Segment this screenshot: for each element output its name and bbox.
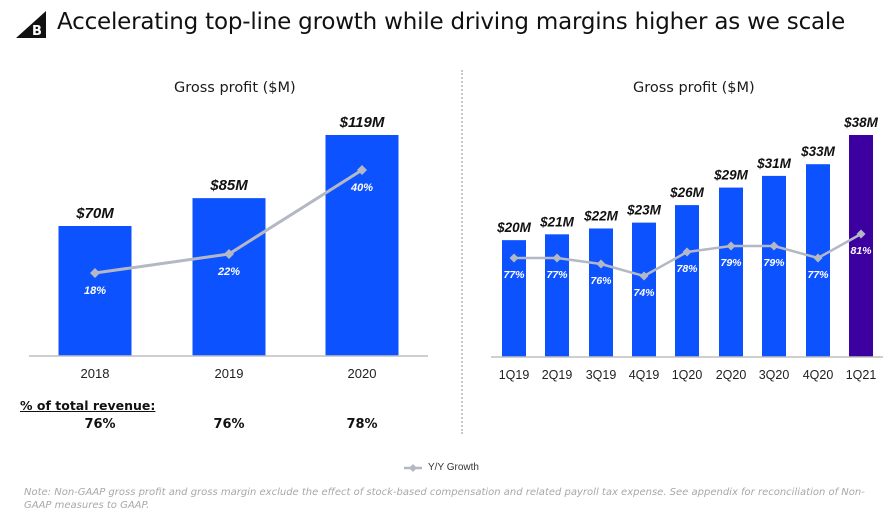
quarterly-bar-1Q20 [675,205,699,357]
quarterly-growth-label-1Q20: 78% [676,263,698,275]
quarterly-category-label-2Q19: 2Q19 [542,368,573,382]
quarterly-growth-label-1Q19: 77% [503,269,525,281]
quarterly-growth-label-4Q19: 74% [633,287,655,299]
annual-growth-label-2019: 22% [217,266,240,278]
quarterly-category-label-1Q19: 1Q19 [499,368,530,382]
quarterly-category-label-3Q19: 3Q19 [586,368,617,382]
quarterly-growth-label-2Q19: 77% [546,269,568,281]
quarterly-growth-marker-2Q19 [552,253,562,263]
annual-growth-label-2020: 40% [350,182,373,194]
right-chart-title: Gross profit ($M) [633,80,755,96]
left-chart-title: Gross profit ($M) [174,80,296,96]
page-title: Accelerating top-line growth while drivi… [57,9,846,35]
annual-growth-label-2018: 18% [84,285,106,297]
quarterly-growth-marker-2Q20 [726,241,736,251]
quarterly-bar-1Q21 [849,135,873,357]
quarterly-growth-marker-1Q20 [682,247,692,257]
footnote: Note: Non-GAAP gross profit and gross ma… [24,487,865,511]
annual-bar-label-2019: $85M [209,177,248,194]
quarterly-growth-marker-4Q19 [639,271,649,281]
annual-category-label-2018: 2018 [81,366,110,381]
revenue-share-heading: % of total revenue: [20,398,156,413]
quarterly-category-label-2Q20: 2Q20 [716,368,747,382]
quarterly-bar-3Q20 [762,175,786,357]
quarterly-bar-4Q19 [632,222,656,357]
quarterly-bar-label-1Q20: $26M [669,185,705,200]
quarterly-growth-label-3Q19: 76% [590,275,612,287]
quarterly-bar-label-3Q19: $22M [583,208,619,223]
quarterly-category-label-4Q20: 4Q20 [803,368,834,382]
revenue-share-2019: 76% [213,417,245,432]
quarterly-growth-label-4Q20: 77% [807,269,829,281]
legend-line-marker-icon [404,463,422,472]
revenue-share-2020: 78% [346,417,378,432]
quarterly-bar-label-4Q19: $23M [626,203,662,218]
quarterly-growth-marker-3Q20 [769,241,779,251]
quarterly-bar-2Q19 [545,234,569,357]
quarterly-bar-label-1Q19: $20M [496,220,532,235]
quarterly-category-label-1Q20: 1Q20 [672,368,703,382]
quarterly-bar-3Q19 [589,228,613,357]
annual-bar-2018 [58,226,132,356]
quarterly-growth-label-1Q21: 81% [850,245,872,257]
svg-text:B: B [32,24,42,38]
annual-bar-label-2020: $119M [339,114,385,131]
quarterly-bar-2Q20 [719,187,743,357]
quarterly-bar-label-2Q19: $21M [539,214,575,229]
quarterly-bar-label-2Q20: $29M [713,168,749,183]
legend-label: Y/Y Growth [428,462,479,473]
section-divider [461,70,463,434]
quarterly-bar-label-1Q21: $38M [843,115,879,130]
quarterly-category-label-3Q20: 3Q20 [759,368,790,382]
annual-growth-marker-2019 [224,249,234,259]
bigcommerce-logo-icon: B [16,11,46,38]
quarterly-growth-marker-1Q19 [509,253,519,263]
annual-category-label-2020: 2020 [348,366,377,381]
quarterly-growth-marker-1Q21 [856,229,866,239]
legend: Y/Y Growth [404,462,479,473]
quarterly-growth-label-3Q20: 79% [763,257,785,269]
annual-growth-marker-2018 [90,268,100,278]
annual-category-label-2019: 2019 [215,366,244,381]
quarterly-category-label-4Q19: 4Q19 [629,368,660,382]
annual-bar-label-2018: $70M [75,205,114,222]
revenue-share-2018: 76% [84,417,116,432]
quarterly-growth-label-2Q20: 79% [720,257,742,269]
annual-bar-2019 [192,198,266,356]
quarterly-bar-label-3Q20: $31M [756,156,792,171]
quarterly-growth-marker-4Q20 [813,253,823,263]
annual-growth-marker-2020 [357,165,367,175]
quarterly-growth-marker-3Q19 [596,259,606,269]
quarterly-category-label-1Q21: 1Q21 [846,368,877,382]
quarterly-bar-label-4Q20: $33M [800,144,836,159]
